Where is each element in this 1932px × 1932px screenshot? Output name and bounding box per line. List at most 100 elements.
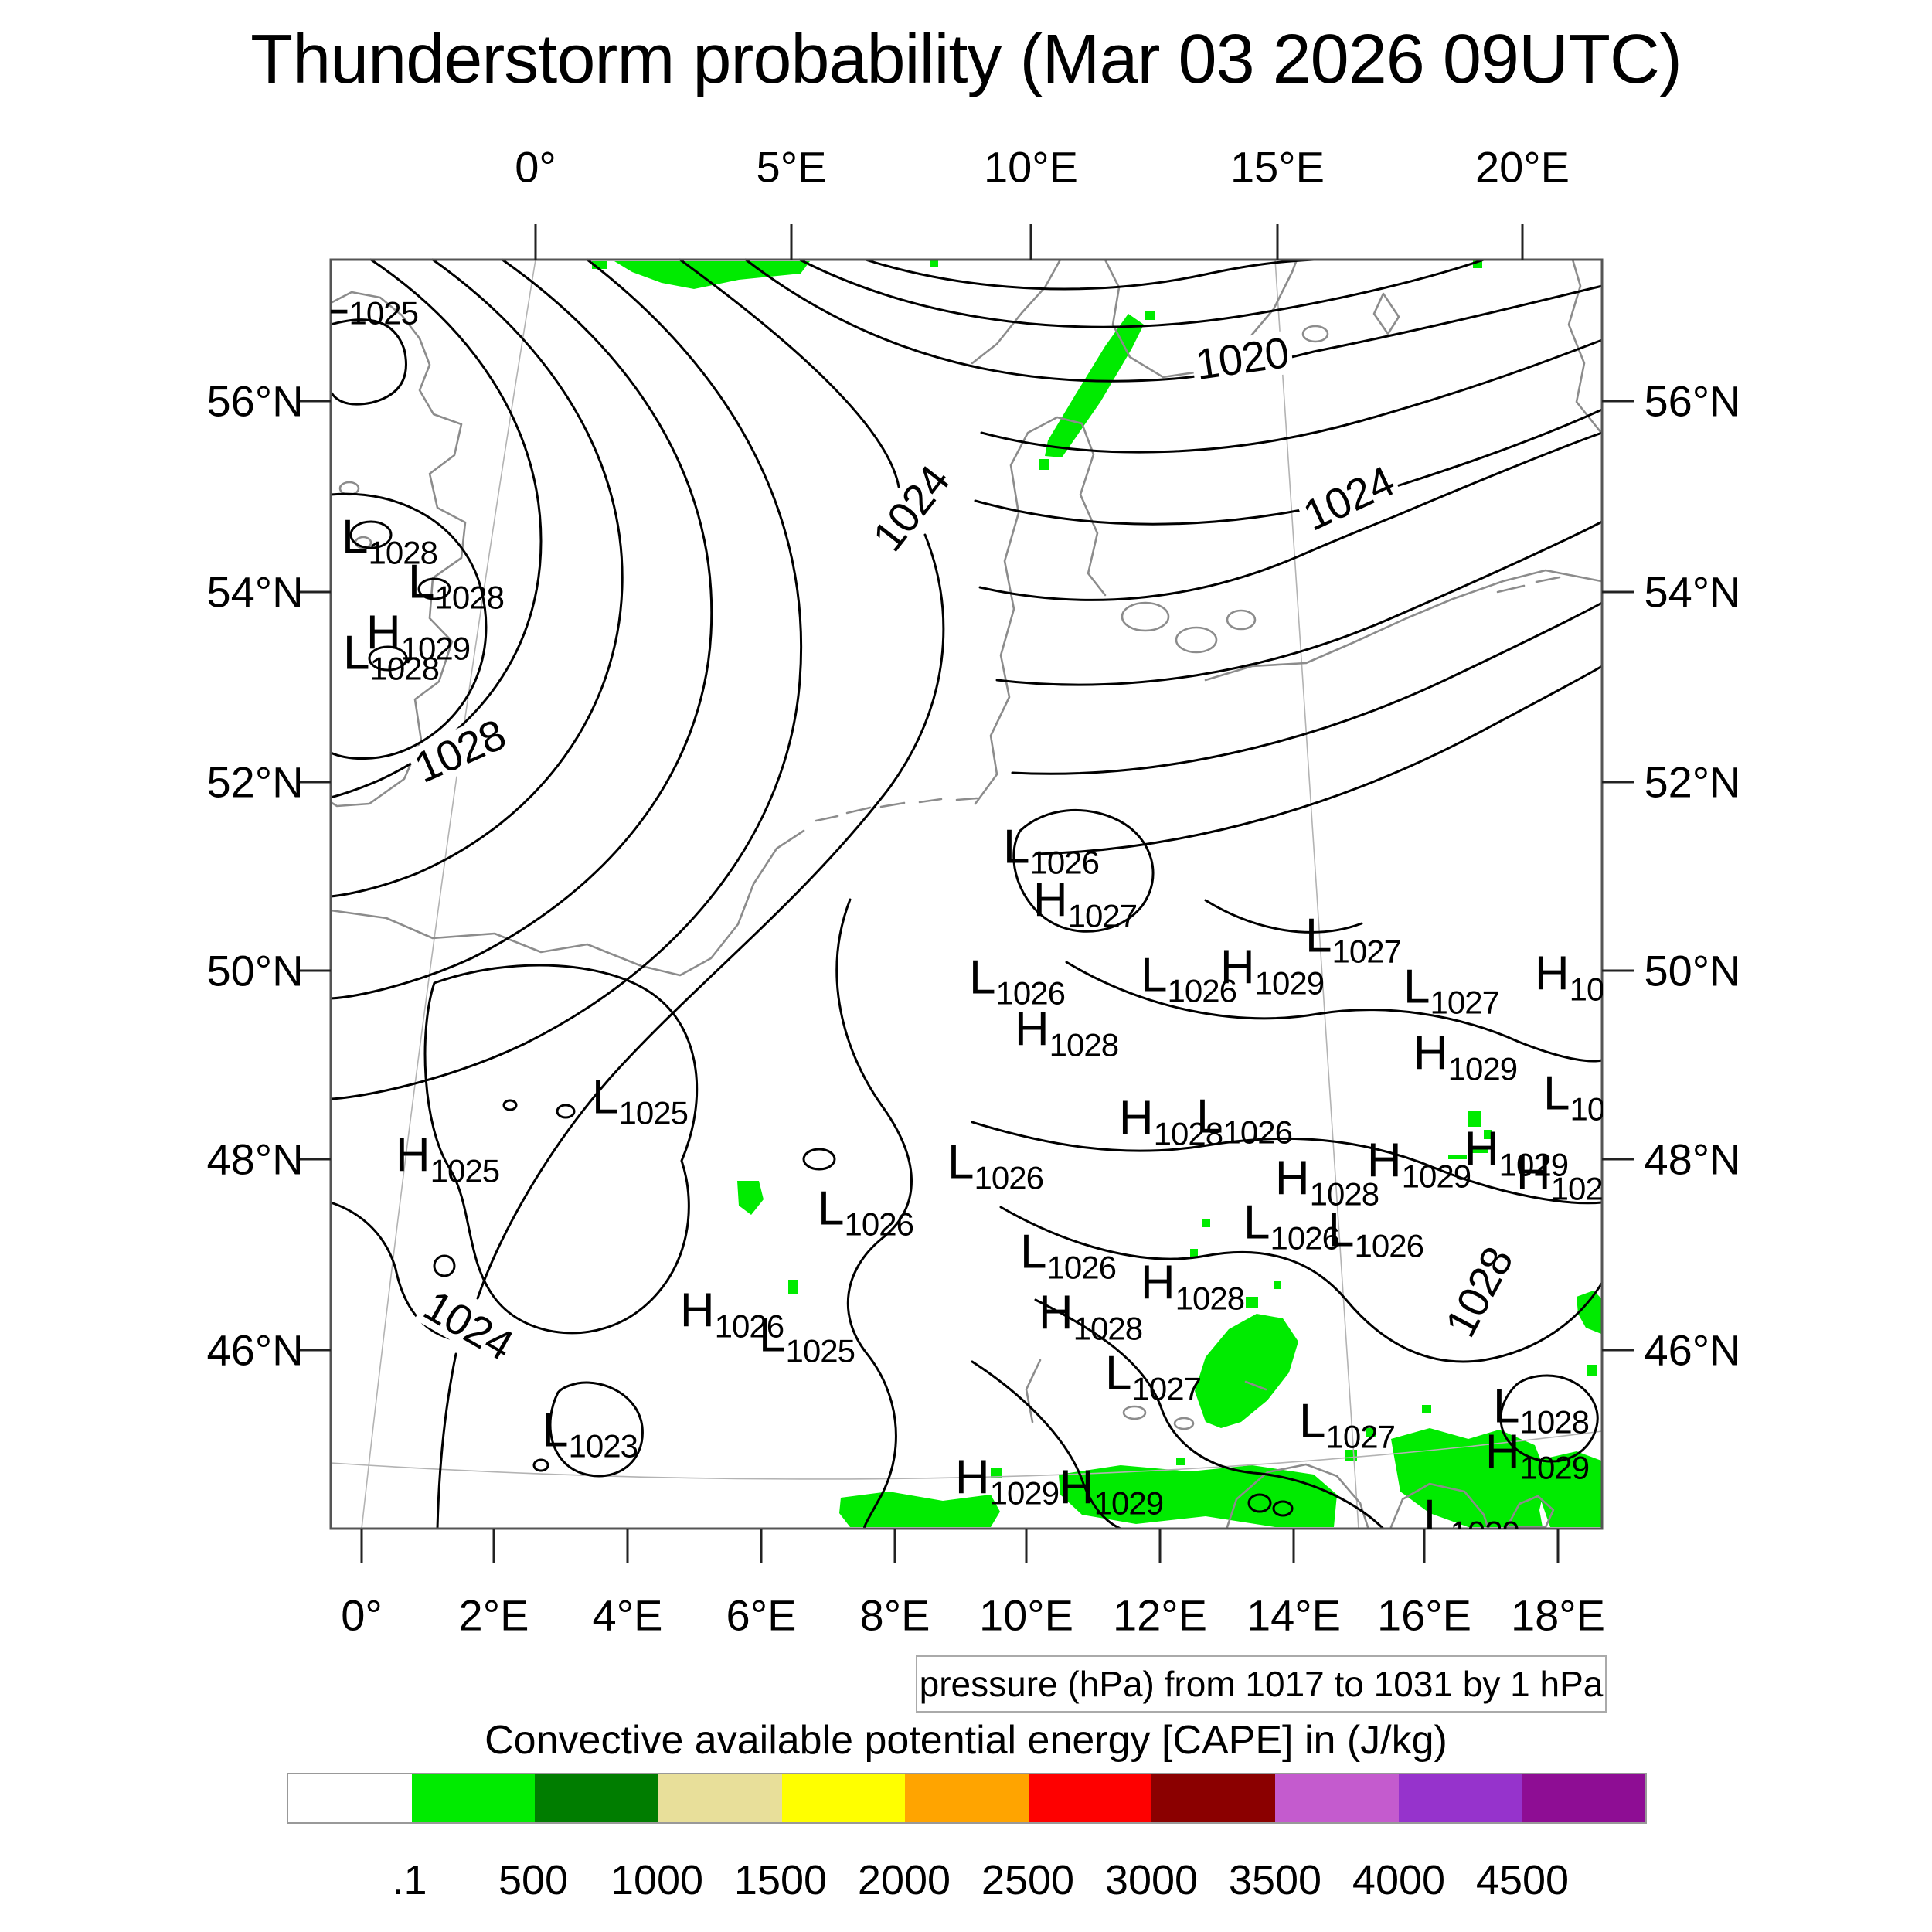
- colorbar-tick-label: 4000: [1352, 1857, 1446, 1903]
- pressure-center-letter: L: [1020, 1225, 1047, 1279]
- pressure-center-value: 1026: [1046, 1249, 1117, 1286]
- longitude-label: 12°E: [1112, 1590, 1208, 1640]
- pressure-center-letter: H: [366, 606, 401, 660]
- colorbar-segment: [1398, 1774, 1522, 1822]
- pressure-center-value: 1027: [1332, 933, 1402, 970]
- pressure-center-letter: H: [1366, 1134, 1402, 1188]
- pressure-center-letter: H: [954, 1451, 990, 1505]
- pressure-center-value: 1026: [1354, 1227, 1424, 1264]
- longitude-label: 4°E: [592, 1590, 663, 1640]
- pressure-center-label: L1028: [343, 629, 440, 685]
- colorbar-tick-label: 2000: [857, 1857, 951, 1903]
- pressure-center-letter: L: [759, 1308, 786, 1362]
- pressure-center-label: H1029: [1485, 1425, 1590, 1484]
- pressure-center-value: 1029: [1498, 1146, 1569, 1183]
- pressure-center-letter: H: [1413, 1026, 1448, 1080]
- longitude-label: 18°E: [1510, 1590, 1606, 1640]
- pressure-center-label: H1029: [366, 606, 471, 665]
- isobar-value-label: 1028: [405, 709, 515, 792]
- colorbar-tick-label: 3000: [1104, 1857, 1199, 1903]
- pressure-center-value: 1026: [974, 1159, 1044, 1196]
- axis-tick: [298, 400, 331, 403]
- pressure-center-letter: L: [1141, 948, 1168, 1002]
- pressure-center-value: 1025: [618, 1094, 689, 1131]
- colorbar-tick-label: 3500: [1228, 1857, 1322, 1903]
- pressure-center-label: H1029: [954, 1451, 1060, 1509]
- pressure-center-value: 1028: [368, 534, 438, 571]
- pressure-center-label: L1026: [1243, 1199, 1340, 1254]
- pressure-center-value: 1025: [785, 1332, 855, 1369]
- pressure-center-label: H1027: [1033, 876, 1138, 932]
- pressure-center-letter: L: [1328, 1203, 1355, 1257]
- pressure-center-letter: H: [1534, 947, 1570, 1001]
- latitude-label: 46°N: [206, 1325, 304, 1375]
- pressure-center-value: 1029: [1569, 971, 1603, 1008]
- pressure-center-value: 1029: [1451, 1515, 1520, 1529]
- pressure-center-value: 1026: [1029, 844, 1100, 881]
- pressure-center-label: L1028: [408, 555, 505, 614]
- longitude-label: 16°E: [1376, 1590, 1472, 1640]
- pressure-center-label: L1026: [969, 954, 1066, 1009]
- map-label-layer: L1025 L1028 L1028 H1029 L1028 L1026 H1027 L1027…: [331, 260, 1603, 1529]
- pressure-center-letter: L: [408, 555, 435, 609]
- pressure-center-label: L1027: [1105, 1349, 1202, 1405]
- pressure-center-value: 1028: [1175, 1280, 1245, 1317]
- pressure-center-label: H1029: [1367, 1137, 1471, 1192]
- pressure-center-value: 1029: [1401, 1158, 1471, 1195]
- pressure-center-label: L1025: [331, 270, 419, 329]
- pressure-center-letter: H: [1274, 1151, 1310, 1206]
- longitude-label: 0°: [341, 1590, 383, 1640]
- colorbar-segment: [905, 1774, 1029, 1822]
- axis-tick: [760, 1529, 763, 1563]
- axis-tick: [534, 224, 537, 260]
- isobar-value-label: 1028: [1435, 1238, 1522, 1346]
- latitude-label: 50°N: [1644, 946, 1741, 995]
- pressure-center-label: H1028: [1015, 1005, 1119, 1061]
- latitude-label: 50°N: [206, 946, 304, 995]
- pressure-center-label: L1027: [1403, 963, 1500, 1019]
- longitude-label: 14°E: [1246, 1590, 1342, 1640]
- pressure-center-letter: H: [1038, 1286, 1073, 1340]
- pressure-center-label: H1029: [1515, 1146, 1603, 1205]
- pressure-caption-text: pressure (hPa) from 1017 to 1031 by 1 hP…: [919, 1664, 1604, 1704]
- pressure-center-value: 1029: [1094, 1485, 1164, 1522]
- axis-tick: [1029, 224, 1032, 260]
- longitude-label: 10°E: [983, 142, 1079, 192]
- longitude-label: 15°E: [1230, 142, 1325, 192]
- axis-tick: [360, 1529, 363, 1563]
- colorbar-tick-label: 1500: [733, 1857, 828, 1903]
- colorbar-segment: [1522, 1774, 1646, 1822]
- pressure-center-value: 1028: [369, 650, 440, 687]
- pressure-center-label: L1028: [342, 513, 438, 569]
- pressure-center-value: 1027: [1067, 897, 1138, 934]
- pressure-center-letter: L: [1543, 1066, 1570, 1121]
- isobar-value-label: 1024: [414, 1281, 522, 1369]
- pressure-center-letter: L: [331, 270, 349, 325]
- pressure-center-value: 1026: [1270, 1219, 1340, 1257]
- axis-tick: [298, 590, 331, 594]
- axis-tick: [790, 224, 793, 260]
- pressure-center-label: H1028: [1274, 1151, 1379, 1210]
- pressure-center-value: 1029: [1519, 1449, 1590, 1486]
- pressure-center-letter: L: [818, 1182, 845, 1236]
- axis-tick: [1602, 400, 1634, 403]
- pressure-center-letter: L: [592, 1070, 619, 1124]
- pressure-center-value: 1029: [1570, 1090, 1603, 1128]
- page-title: Thunderstorm probability (Mar 03 2026 09…: [250, 21, 1682, 98]
- colorbar-segment: [288, 1774, 412, 1822]
- pressure-center-letter: L: [1003, 820, 1030, 874]
- pressure-caption-box: pressure (hPa) from 1017 to 1031 by 1 hP…: [916, 1655, 1607, 1713]
- pressure-center-label: H1028: [1038, 1286, 1143, 1345]
- pressure-center-value: 1028: [1309, 1175, 1379, 1213]
- axis-tick: [298, 969, 331, 972]
- pressure-center-letter: L: [1196, 1090, 1223, 1144]
- pressure-center-letter: H: [1485, 1425, 1520, 1479]
- longitude-label: 20°E: [1475, 142, 1570, 192]
- pressure-center-label: H1026: [680, 1287, 784, 1342]
- pressure-center-letter: H: [1515, 1146, 1551, 1200]
- pressure-center-value: 1028: [434, 579, 505, 616]
- pressure-center-letter: L: [1299, 1394, 1326, 1448]
- latitude-label: 56°N: [206, 376, 304, 426]
- pressure-center-label: H1029: [1220, 944, 1325, 999]
- latitude-label: 48°N: [1644, 1134, 1741, 1184]
